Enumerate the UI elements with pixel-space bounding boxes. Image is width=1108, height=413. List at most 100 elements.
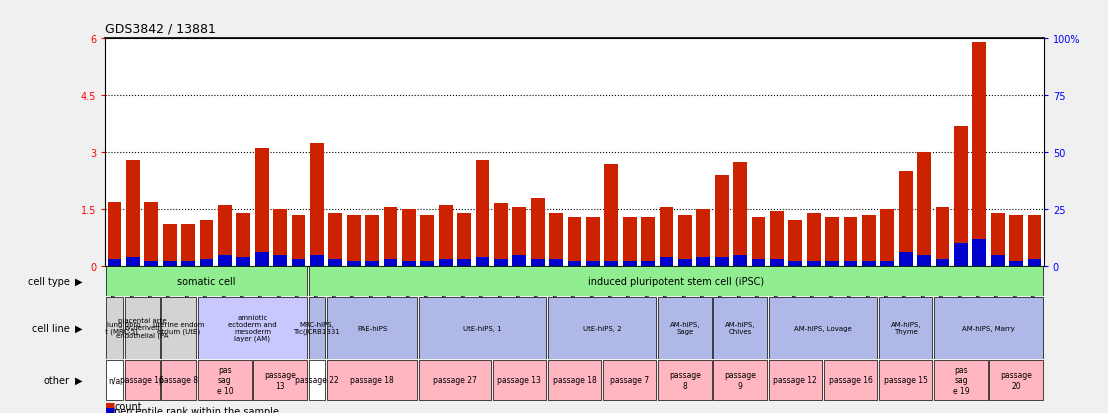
Bar <box>402 262 416 266</box>
Bar <box>715 176 729 266</box>
Bar <box>550 260 563 266</box>
Bar <box>458 260 471 266</box>
Bar <box>678 260 691 266</box>
Bar <box>862 262 875 266</box>
Bar <box>623 262 637 266</box>
Bar <box>383 208 398 266</box>
Bar <box>769 297 878 358</box>
Bar <box>697 210 710 266</box>
Bar <box>494 260 507 266</box>
Bar <box>658 360 711 400</box>
Text: MRC-hiPS,
Tic(JCRB1331: MRC-hiPS, Tic(JCRB1331 <box>294 321 340 335</box>
Bar <box>420 262 434 266</box>
Bar <box>547 360 602 400</box>
Bar <box>934 360 987 400</box>
Bar <box>291 215 306 266</box>
Bar <box>807 214 821 266</box>
Bar <box>198 360 252 400</box>
Bar <box>512 208 526 266</box>
Bar <box>124 360 160 400</box>
Bar <box>547 297 656 358</box>
Bar <box>236 214 250 266</box>
Bar <box>255 253 268 266</box>
Bar <box>881 262 894 266</box>
Bar <box>310 255 324 266</box>
Text: AM-hiPS, Marry: AM-hiPS, Marry <box>962 325 1015 331</box>
Bar <box>144 202 158 266</box>
Bar <box>419 360 491 400</box>
Text: AM-hiPS,
Thyme: AM-hiPS, Thyme <box>891 321 921 335</box>
Bar <box>328 214 342 266</box>
Bar <box>218 255 232 266</box>
Text: other: other <box>44 375 70 385</box>
Bar <box>714 360 767 400</box>
Bar <box>825 217 839 266</box>
Text: passage 7: passage 7 <box>611 375 649 385</box>
Text: passage 27: passage 27 <box>433 375 476 385</box>
Bar <box>274 210 287 266</box>
Text: uterine endom
etrium (UtE): uterine endom etrium (UtE) <box>153 321 205 335</box>
Bar <box>935 208 950 266</box>
Bar <box>604 262 618 266</box>
Bar <box>1009 215 1023 266</box>
Bar <box>733 255 747 266</box>
Bar <box>458 214 471 266</box>
Text: UtE-hiPS, 2: UtE-hiPS, 2 <box>583 325 622 331</box>
Bar <box>789 221 802 266</box>
Text: passage 18: passage 18 <box>553 375 596 385</box>
Text: passage 12: passage 12 <box>773 375 818 385</box>
Bar <box>494 204 507 266</box>
Bar <box>751 217 766 266</box>
Bar <box>899 253 913 266</box>
Text: ▶: ▶ <box>75 323 83 333</box>
Text: passage
13: passage 13 <box>264 370 296 389</box>
Text: fetal lung fibro
blast (MRC-5): fetal lung fibro blast (MRC-5) <box>89 321 141 335</box>
Bar <box>642 262 655 266</box>
Text: AM-hiPS, Lovage: AM-hiPS, Lovage <box>794 325 852 331</box>
Bar <box>493 360 546 400</box>
Bar <box>769 360 822 400</box>
Bar <box>162 360 196 400</box>
Text: somatic cell: somatic cell <box>177 276 236 287</box>
Bar <box>126 160 140 266</box>
Bar <box>586 217 599 266</box>
Bar <box>512 255 526 266</box>
Bar <box>659 257 674 266</box>
Bar <box>182 225 195 266</box>
Bar <box>843 262 858 266</box>
Bar <box>309 360 325 400</box>
Bar <box>567 217 582 266</box>
Bar <box>1009 262 1023 266</box>
Bar <box>989 360 1043 400</box>
Bar <box>366 262 379 266</box>
Bar <box>567 262 582 266</box>
Bar <box>310 143 324 266</box>
Bar <box>531 198 545 266</box>
Bar <box>475 160 490 266</box>
Bar <box>991 214 1005 266</box>
Bar <box>182 262 195 266</box>
Bar <box>328 260 342 266</box>
Bar <box>439 206 452 266</box>
Bar <box>899 172 913 266</box>
Bar <box>770 260 783 266</box>
Bar <box>347 215 360 266</box>
Bar <box>862 215 875 266</box>
Bar <box>309 297 325 358</box>
Text: ▶: ▶ <box>75 375 83 385</box>
Bar <box>327 360 418 400</box>
Text: passage
9: passage 9 <box>725 370 756 389</box>
Text: GDS3842 / 13881: GDS3842 / 13881 <box>105 22 216 35</box>
Bar <box>236 257 250 266</box>
Bar <box>106 297 123 358</box>
Bar <box>291 260 306 266</box>
Text: passage 13: passage 13 <box>497 375 541 385</box>
Text: ■: ■ <box>105 406 115 413</box>
Bar <box>347 262 360 266</box>
Bar <box>917 153 931 266</box>
Bar <box>124 297 160 358</box>
Bar <box>991 255 1005 266</box>
Bar <box>383 260 398 266</box>
Bar <box>825 262 839 266</box>
Text: count: count <box>114 401 142 411</box>
